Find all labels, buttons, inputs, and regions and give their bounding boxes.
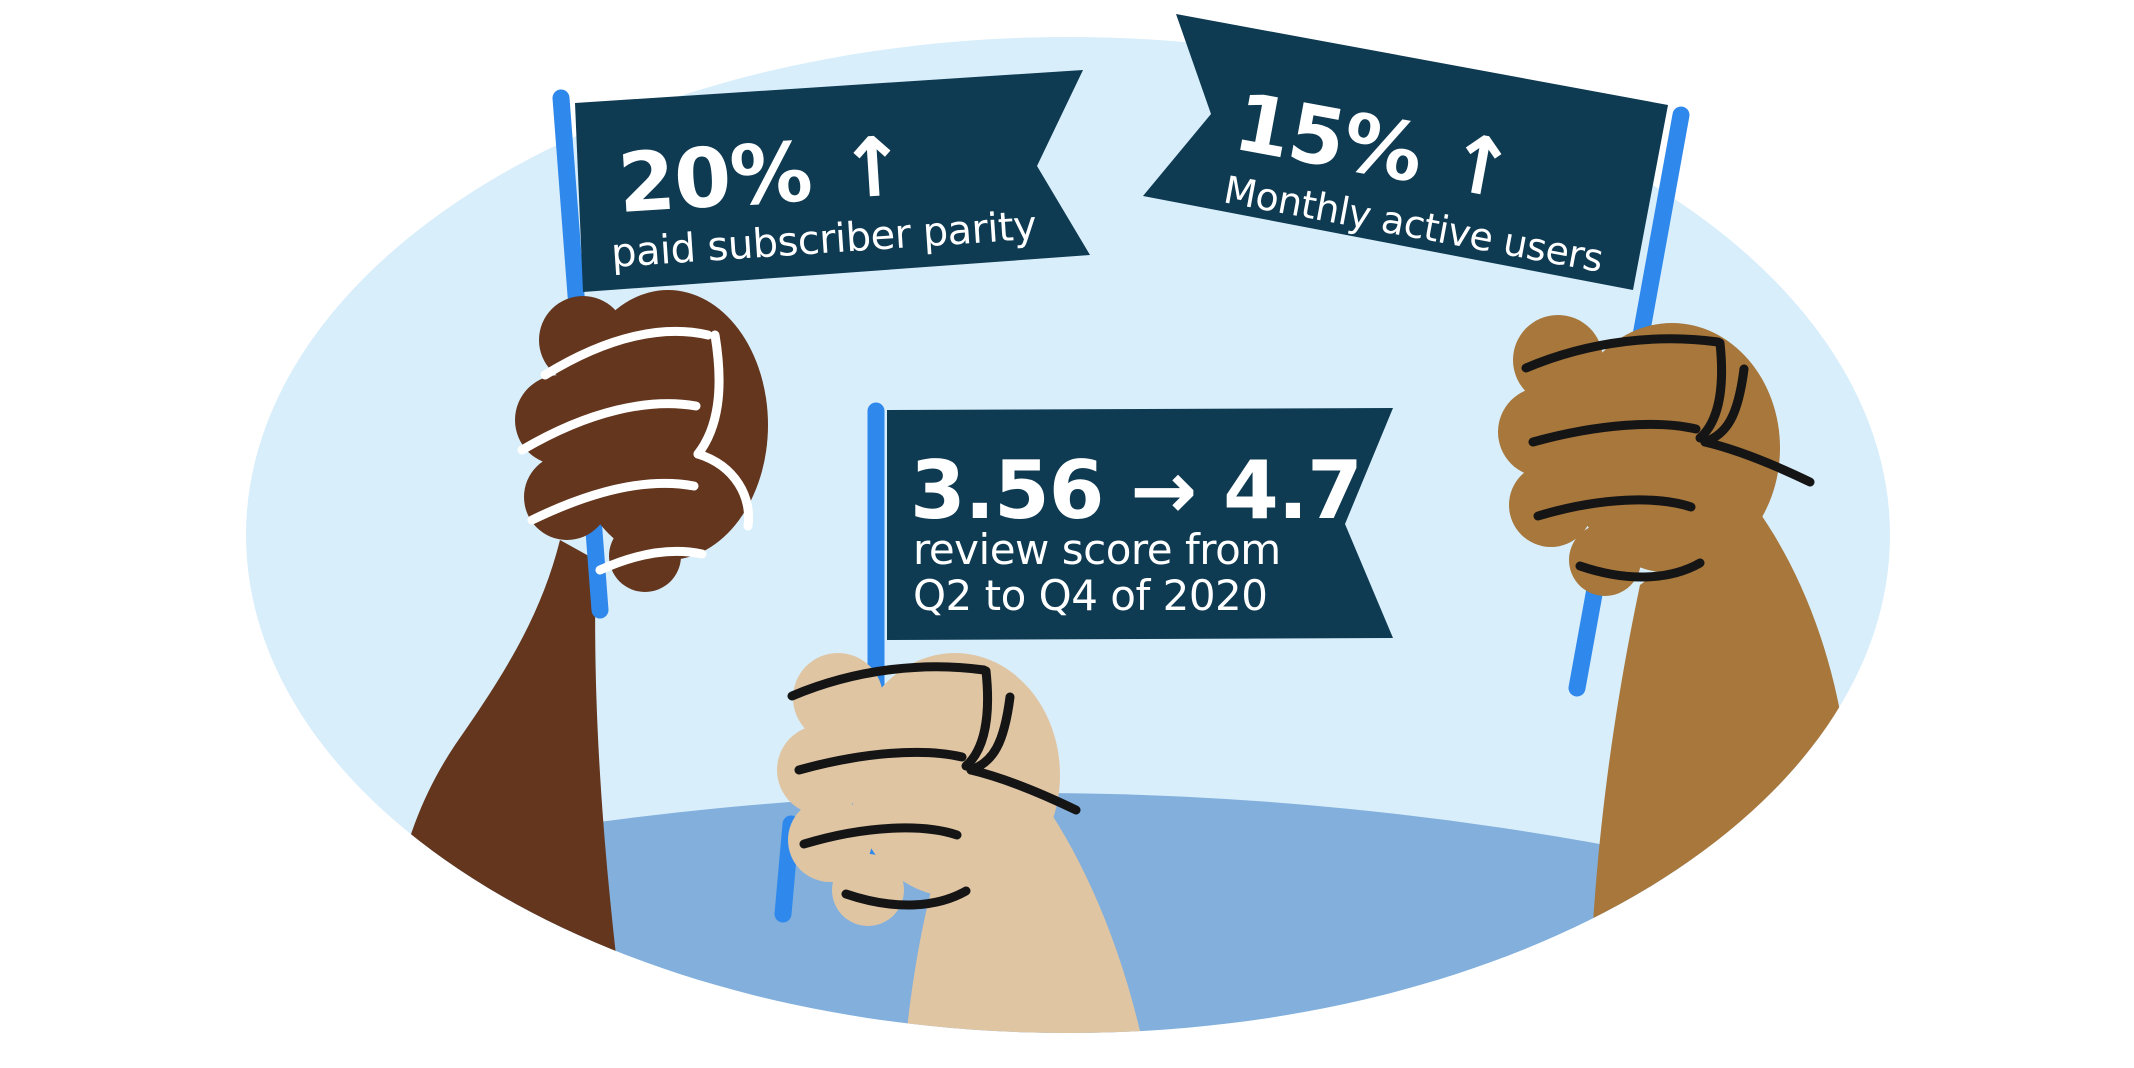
right-knuckle-3 bbox=[1509, 463, 1593, 547]
finger-line bbox=[1533, 495, 1696, 521]
flag2-banner bbox=[1143, 14, 1668, 290]
flag-paid-subscriber-parity: 20% ↑ paid subscriber parity bbox=[575, 70, 1090, 292]
finger-line bbox=[517, 399, 701, 455]
finger-line bbox=[794, 747, 967, 775]
finger-line bbox=[595, 546, 707, 575]
right-fist-shape bbox=[1498, 315, 1780, 596]
right-knuckle-4 bbox=[1569, 524, 1641, 596]
finger-line bbox=[1528, 419, 1701, 447]
finger-line bbox=[1575, 558, 1705, 582]
flag3-subline-1: review score from bbox=[913, 525, 1281, 574]
flag3-banner bbox=[887, 408, 1393, 640]
thumb-line bbox=[693, 449, 754, 531]
flag1-banner bbox=[575, 70, 1090, 292]
center-knuckle-2 bbox=[777, 725, 867, 815]
flag1-headline: 20% ↑ bbox=[615, 119, 909, 232]
flag3-subline-2: Q2 to Q4 of 2020 bbox=[913, 571, 1268, 620]
center-knuckle-4 bbox=[832, 854, 904, 926]
right-fist bbox=[1498, 315, 1815, 596]
left-fist-finger-lines bbox=[517, 326, 754, 575]
index-line bbox=[1695, 338, 1727, 443]
index-line bbox=[961, 666, 993, 771]
thumb-line bbox=[1700, 437, 1815, 487]
left-fist bbox=[515, 290, 768, 592]
center-fist bbox=[777, 653, 1081, 926]
finger-line bbox=[540, 326, 713, 380]
finger-line bbox=[799, 823, 962, 849]
finger-line bbox=[527, 478, 699, 525]
finger-line bbox=[841, 886, 971, 910]
right-palm bbox=[1564, 323, 1780, 573]
finger-line bbox=[787, 662, 989, 701]
finger-line bbox=[1521, 334, 1723, 373]
thumb-line bbox=[693, 330, 724, 459]
thumb-line bbox=[966, 765, 1081, 815]
flag3-headline: 3.56 → 4.7 bbox=[910, 444, 1362, 537]
right-fist-finger-lines bbox=[1521, 334, 1815, 582]
flag-review-score: 3.56 → 4.7 review score from Q2 to Q4 of… bbox=[887, 408, 1393, 640]
right-knuckle-2 bbox=[1498, 387, 1588, 477]
center-fist-finger-lines bbox=[787, 662, 1081, 910]
